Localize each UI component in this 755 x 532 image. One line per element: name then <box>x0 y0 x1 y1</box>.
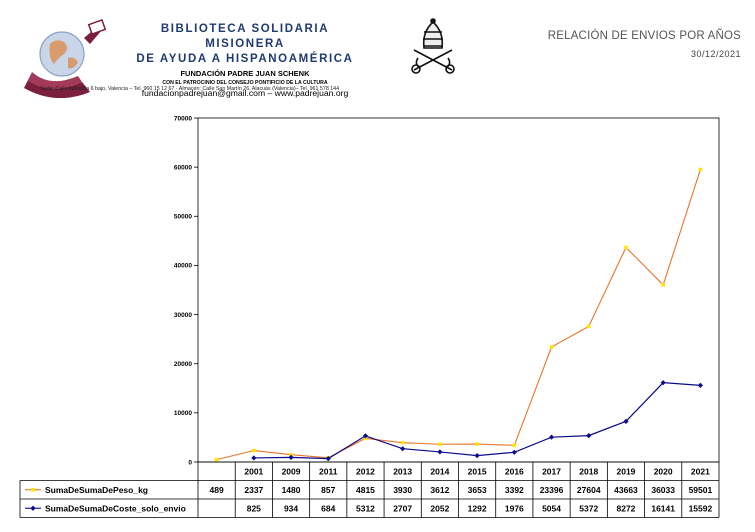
data-label: 1480 <box>282 485 301 495</box>
series-2-point <box>660 380 666 386</box>
series-1-point <box>252 448 256 453</box>
papal-tiara-keys-seal-icon <box>411 18 455 74</box>
data-label: 2707 <box>393 503 412 513</box>
series-2-point <box>251 455 257 461</box>
data-table: 2001 2009 2011 2012 2013 2014 2015 2016 2017 2018… <box>19 461 720 518</box>
legend-series-name: SumaDeSumaDePeso_kg <box>45 485 148 495</box>
y-axis: 0 10000 20000 30000 40000 50000 60000 70000 <box>174 115 198 466</box>
data-label: 2337 <box>244 485 263 495</box>
series-1-point <box>586 324 591 329</box>
x-category-label: 2013 <box>393 466 412 476</box>
data-label: 8272 <box>617 503 636 513</box>
y-tick-label: 50000 <box>174 214 192 221</box>
series-1-point <box>661 283 665 287</box>
data-label: 857 <box>321 485 335 495</box>
address-line: Sede: Calle Industria 6 bajo, Valencia –… <box>40 86 340 92</box>
series-1-point <box>475 442 479 446</box>
legend-series-name: SumaDeSumaDeCoste_solo_envio <box>45 503 186 513</box>
data-label: 3392 <box>505 485 524 495</box>
series-2-point <box>400 446 406 452</box>
data-label: 2052 <box>430 503 449 513</box>
data-label: 489 <box>210 485 224 495</box>
x-category-label: 2016 <box>505 466 524 476</box>
globe-hands-logo-icon <box>24 18 107 98</box>
report-date: 30/12/2021 <box>690 49 741 59</box>
y-tick-label: 30000 <box>174 312 192 319</box>
data-label: 5312 <box>356 503 375 513</box>
x-category-label: 2018 <box>579 466 598 476</box>
organization-name-line-2: DE AYUDA A HISPANOAMÉRICA <box>136 53 354 65</box>
contact-line: fundacionpadrejuan@gmail.com – www.padre… <box>141 88 349 98</box>
y-tick-label: 20000 <box>174 361 192 368</box>
y-tick-label: 0 <box>188 459 192 466</box>
series-1-point <box>512 443 517 448</box>
series-2-point <box>586 433 592 439</box>
y-tick-label: 70000 <box>174 115 192 122</box>
x-category-label: 2020 <box>654 466 673 476</box>
data-label: 43663 <box>614 485 638 495</box>
data-label: 23396 <box>540 485 564 495</box>
legend-key-marker <box>30 505 36 511</box>
organization-name-line-1: BIBLIOTECA SOLIDARIA MISIONERA <box>160 23 330 50</box>
series-line-1 <box>216 169 701 461</box>
data-label: 27604 <box>577 485 601 495</box>
plot-area <box>197 117 720 463</box>
data-label: 59501 <box>689 485 713 495</box>
data-label: 4815 <box>356 485 375 495</box>
x-category-label: 2019 <box>617 466 636 476</box>
series-1-point <box>438 442 442 447</box>
data-label: 5054 <box>542 503 561 513</box>
data-label: 684 <box>321 503 335 513</box>
series-1-point <box>624 245 628 250</box>
series-layer <box>214 167 703 462</box>
x-category-label: 2021 <box>691 466 710 476</box>
series-1-point <box>698 167 703 172</box>
data-label: 5372 <box>579 503 598 513</box>
report-title: RELACIÓN DE ENVIOS POR AÑOS <box>547 30 741 42</box>
series-1-point <box>549 345 554 349</box>
foundation-name: FUNDACIÓN PADRE JUAN SCHENK <box>180 69 310 78</box>
x-category-label: 2017 <box>542 466 561 476</box>
x-category-label: 2012 <box>356 466 375 476</box>
x-category-label: 2009 <box>282 466 301 476</box>
x-category-label: 2014 <box>430 466 449 476</box>
x-category-label: 2015 <box>468 466 487 476</box>
x-category-label: 2001 <box>244 466 263 476</box>
series-2-point <box>474 453 480 459</box>
data-label: 15592 <box>689 503 713 513</box>
data-label: 1292 <box>468 503 487 513</box>
series-2-point <box>697 382 703 388</box>
data-label: 3653 <box>468 485 487 495</box>
y-tick-label: 10000 <box>174 410 192 417</box>
data-label: 16141 <box>651 503 675 513</box>
series-2-point <box>362 433 369 439</box>
series-1-point <box>214 457 219 462</box>
series-line-2 <box>253 382 701 460</box>
series-1-point <box>289 452 293 457</box>
data-label: 3930 <box>393 485 412 495</box>
y-tick-label: 60000 <box>174 164 192 171</box>
series-2-point <box>437 449 443 455</box>
series-1-point <box>400 440 405 445</box>
organization-header: BIBLIOTECA SOLIDARIA MISIONERA DE AYUDA … <box>120 22 370 99</box>
patronage-text: CON EL PATROCINIO DEL CONSEJO PONTIFICIO… <box>162 80 328 86</box>
data-label: 1976 <box>505 503 524 513</box>
series-2-point <box>325 456 331 462</box>
series-2-point <box>623 418 629 424</box>
series-2-point <box>288 454 294 461</box>
y-tick-label: 40000 <box>174 263 192 270</box>
data-label: 934 <box>284 503 298 513</box>
x-category-label: 2011 <box>319 466 338 476</box>
data-label: 825 <box>247 503 261 513</box>
series-2-point <box>548 434 555 440</box>
data-label: 36033 <box>651 485 675 495</box>
data-label: 3612 <box>430 485 449 495</box>
series-2-point <box>511 449 517 455</box>
legend-key-marker <box>31 487 35 492</box>
